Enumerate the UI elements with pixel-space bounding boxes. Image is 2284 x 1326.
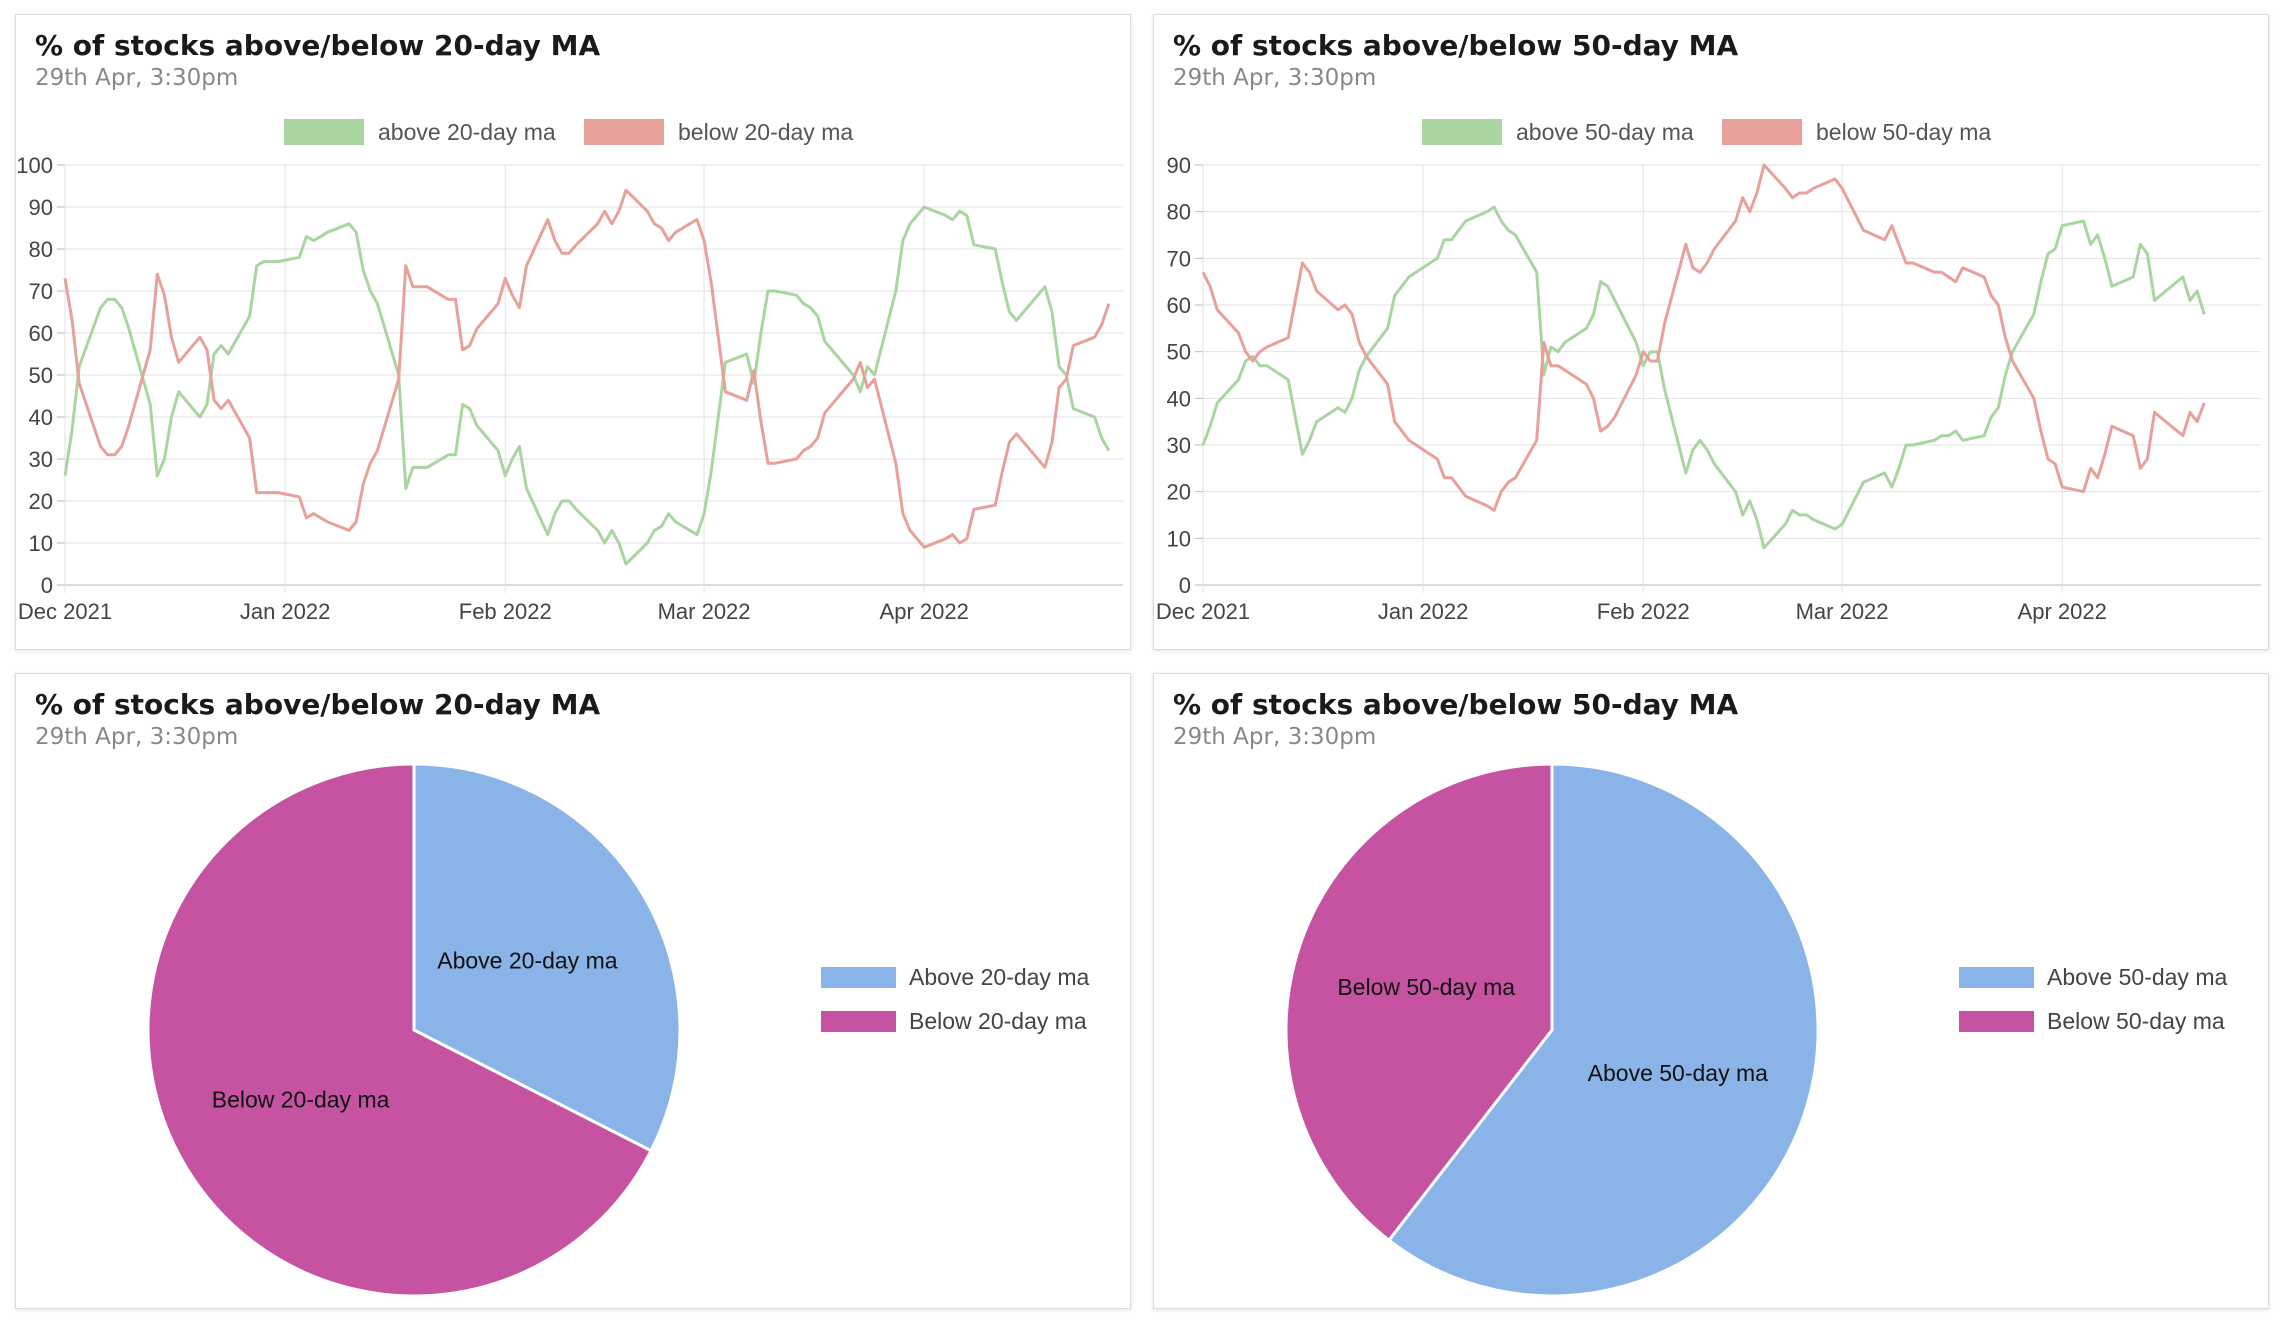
series-line-below (63, 188, 1111, 549)
pie-slice (1386, 762, 1820, 1298)
chart-subtitle: 29th Apr, 3:30pm (1173, 65, 1377, 91)
y-tick-label: 0 (1179, 573, 1191, 598)
y-tick-label: 70 (1167, 246, 1191, 271)
x-tick-label: Mar 2022 (658, 599, 751, 624)
line-chart-20ma: 0 10 20 30 40 50 60 70 80 90 100 Dec 2021 Jan 2022 Fe… (16, 119, 1123, 624)
slice-label: Below 20-day ma (212, 1087, 390, 1113)
y-tick-label: 90 (29, 195, 53, 220)
y-tick-label: 70 (29, 279, 53, 304)
pie-slice (146, 762, 654, 1298)
legend-swatch (584, 119, 664, 145)
x-tick-label: Jan 2022 (1378, 599, 1469, 624)
legend-item: Below 20-day ma (821, 1008, 1087, 1034)
x-tick-label: Feb 2022 (459, 599, 552, 624)
slice-label: Above 20-day ma (437, 948, 617, 974)
y-tick-label: 50 (29, 363, 53, 388)
legend-item: above 50-day ma (1422, 119, 1694, 145)
legend-label: Below 50-day ma (2047, 1008, 2225, 1034)
legend-label: Below 20-day ma (909, 1008, 1087, 1034)
legend-label: Above 20-day ma (909, 964, 1089, 990)
chart-title: % of stocks above/below 50-day MA (1173, 688, 1739, 721)
legend-swatch (1422, 119, 1502, 145)
y-tick-label: 80 (1167, 200, 1191, 225)
y-tick-label: 30 (1167, 433, 1191, 458)
legend-label: below 50-day ma (1816, 119, 1991, 145)
x-tick-label: Mar 2022 (1796, 599, 1889, 624)
chart-subtitle: 29th Apr, 3:30pm (35, 724, 239, 750)
legend-swatch (821, 967, 896, 988)
legend-label: above 20-day ma (378, 119, 556, 145)
chart-subtitle: 29th Apr, 3:30pm (1173, 724, 1377, 750)
chart-card-line-50ma: % of stocks above/below 50-day MA 29th A… (1153, 14, 2269, 650)
legend-item: below 50-day ma (1722, 119, 1991, 145)
y-tick-label: 40 (1167, 386, 1191, 411)
y-tick-label: 10 (1167, 526, 1191, 551)
y-tick-label: 90 (1167, 153, 1191, 178)
y-tick-label: 20 (29, 489, 53, 514)
y-tick-label: 40 (29, 405, 53, 430)
pie-chart-20ma: Above 20-day ma Below 20-day ma Above 20-d… (146, 762, 1089, 1298)
x-tick-label: Apr 2022 (2018, 599, 2107, 624)
chart-title: % of stocks above/below 20-day MA (35, 688, 601, 721)
slice-label: Above 50-day ma (1588, 1060, 1768, 1086)
legend-label: above 50-day ma (1516, 119, 1694, 145)
chart-title: % of stocks above/below 50-day MA (1173, 29, 1739, 62)
pie-chart-50ma: Above 50-day ma Below 50-day ma Above 50-d… (1284, 762, 2227, 1298)
pie-slice (1284, 762, 1554, 1243)
y-tick-label: 30 (29, 447, 53, 472)
x-tick-label: Jan 2022 (240, 599, 331, 624)
x-tick-label: Dec 2021 (1156, 599, 1250, 624)
legend-item: Below 50-day ma (1959, 1008, 2225, 1034)
series-line-above (1201, 205, 2206, 550)
x-tick-label: Feb 2022 (1597, 599, 1690, 624)
chart-card-pie-20ma: % of stocks above/below 20-day MA 29th A… (15, 673, 1131, 1309)
y-tick-label: 0 (41, 573, 53, 598)
legend-item: Above 20-day ma (821, 964, 1089, 990)
legend-swatch (1959, 1011, 2034, 1032)
pie-slice (412, 762, 682, 1153)
legend-swatch (821, 1011, 896, 1032)
x-tick-label: Apr 2022 (880, 599, 969, 624)
chart-card-pie-50ma: % of stocks above/below 50-day MA 29th A… (1153, 673, 2269, 1309)
y-tick-label: 20 (1167, 480, 1191, 505)
legend-swatch (1722, 119, 1802, 145)
y-tick-label: 60 (1167, 293, 1191, 318)
chart-subtitle: 29th Apr, 3:30pm (35, 65, 239, 91)
y-tick-label: 60 (29, 321, 53, 346)
legend-label: Above 50-day ma (2047, 964, 2227, 990)
legend-swatch (1959, 967, 2034, 988)
line-chart-50ma: 0 10 20 30 40 50 60 70 80 90 Dec 2021 Jan 2022 Feb 2… (1156, 119, 2261, 624)
legend-swatch (284, 119, 364, 145)
chart-title: % of stocks above/below 20-day MA (35, 29, 601, 62)
legend-item: below 20-day ma (584, 119, 853, 145)
y-tick-label: 80 (29, 237, 53, 262)
x-tick-label: Dec 2021 (18, 599, 112, 624)
series-line-below (1201, 163, 2206, 512)
series-line-above (63, 205, 1111, 566)
slice-label: Below 50-day ma (1337, 974, 1515, 1000)
y-tick-label: 50 (1167, 340, 1191, 365)
legend-item: Above 50-day ma (1959, 964, 2227, 990)
legend-item: above 20-day ma (284, 119, 556, 145)
chart-card-line-20ma: % of stocks above/below 20-day MA 29th A… (15, 14, 1131, 650)
y-tick-label: 10 (29, 531, 53, 556)
y-tick-label: 100 (16, 153, 53, 178)
legend-label: below 20-day ma (678, 119, 853, 145)
